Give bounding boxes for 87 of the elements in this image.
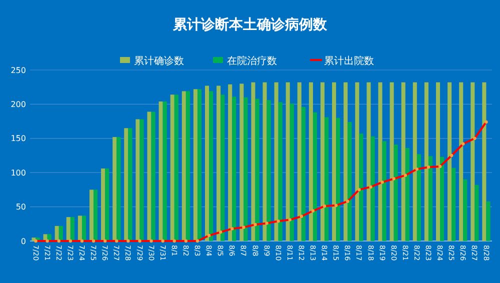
bar [58,226,63,241]
bar [204,86,210,241]
bar [308,82,313,241]
bar [232,96,236,241]
bar [266,100,271,241]
bar [162,101,167,241]
bar [209,91,214,241]
bar [128,128,132,241]
bar [170,94,174,241]
bar [332,82,336,241]
bar [136,119,140,241]
bar [416,154,421,241]
bar [182,91,186,241]
bar [463,179,468,241]
bar [359,134,364,241]
bar [251,82,256,241]
bar [470,82,475,241]
bar [244,97,248,241]
bar [151,112,156,241]
bar [116,137,121,241]
bar [428,156,433,241]
bar [274,82,278,241]
legend-label: 累计确诊数 [134,55,184,67]
bar [89,190,94,241]
bar [336,118,340,241]
bar [486,201,490,241]
bar [355,82,360,241]
bar [174,94,178,241]
bar [474,184,479,241]
bar [366,82,371,241]
bar [378,82,382,241]
bar [158,101,163,241]
bar [70,217,74,241]
bar [262,82,267,241]
bar [394,144,398,241]
bar [301,106,306,241]
line-series [34,120,488,243]
bar [82,216,86,241]
bar [290,104,294,241]
bar [482,82,486,241]
bar [436,82,440,241]
bar [112,137,117,241]
bar [240,84,244,241]
bar [405,148,410,241]
y-tick-label: 100 [10,168,26,178]
bar [197,89,202,241]
bar [312,112,318,241]
bar [382,141,386,241]
bar [94,190,98,241]
bar [448,82,452,241]
bar [344,82,348,241]
bar [401,82,406,241]
y-tick-label: 150 [10,134,26,144]
bar [124,128,128,241]
legend-label: 在院治疗数 [227,55,277,67]
bar [54,226,59,241]
legend-label: 累计出院数 [324,55,374,67]
bar [452,168,456,241]
bar [193,89,198,241]
chart-title: 累计诊断本土确诊病例数 [172,16,328,33]
bar [105,168,110,241]
bar [220,94,225,241]
bar [390,82,394,241]
bar [140,119,144,241]
bar [412,82,417,241]
bar [297,82,302,241]
bar [101,168,106,241]
bar [440,156,444,241]
y-tick-label: 200 [10,100,26,109]
bar [320,82,325,241]
bar [459,82,464,241]
bar [286,82,290,241]
y-tick-label: 50 [16,202,26,212]
bar [278,102,282,241]
bar [66,217,70,241]
y-tick-label: 0 [20,236,26,246]
bar [370,136,375,241]
y-tick-label: 250 [10,66,26,75]
bar [424,82,428,241]
bar [255,98,260,241]
bar [324,117,329,241]
bar [78,216,82,241]
bar [216,86,221,241]
bar [186,91,190,241]
bar [348,122,352,241]
bar [147,112,152,241]
bar [228,84,232,241]
